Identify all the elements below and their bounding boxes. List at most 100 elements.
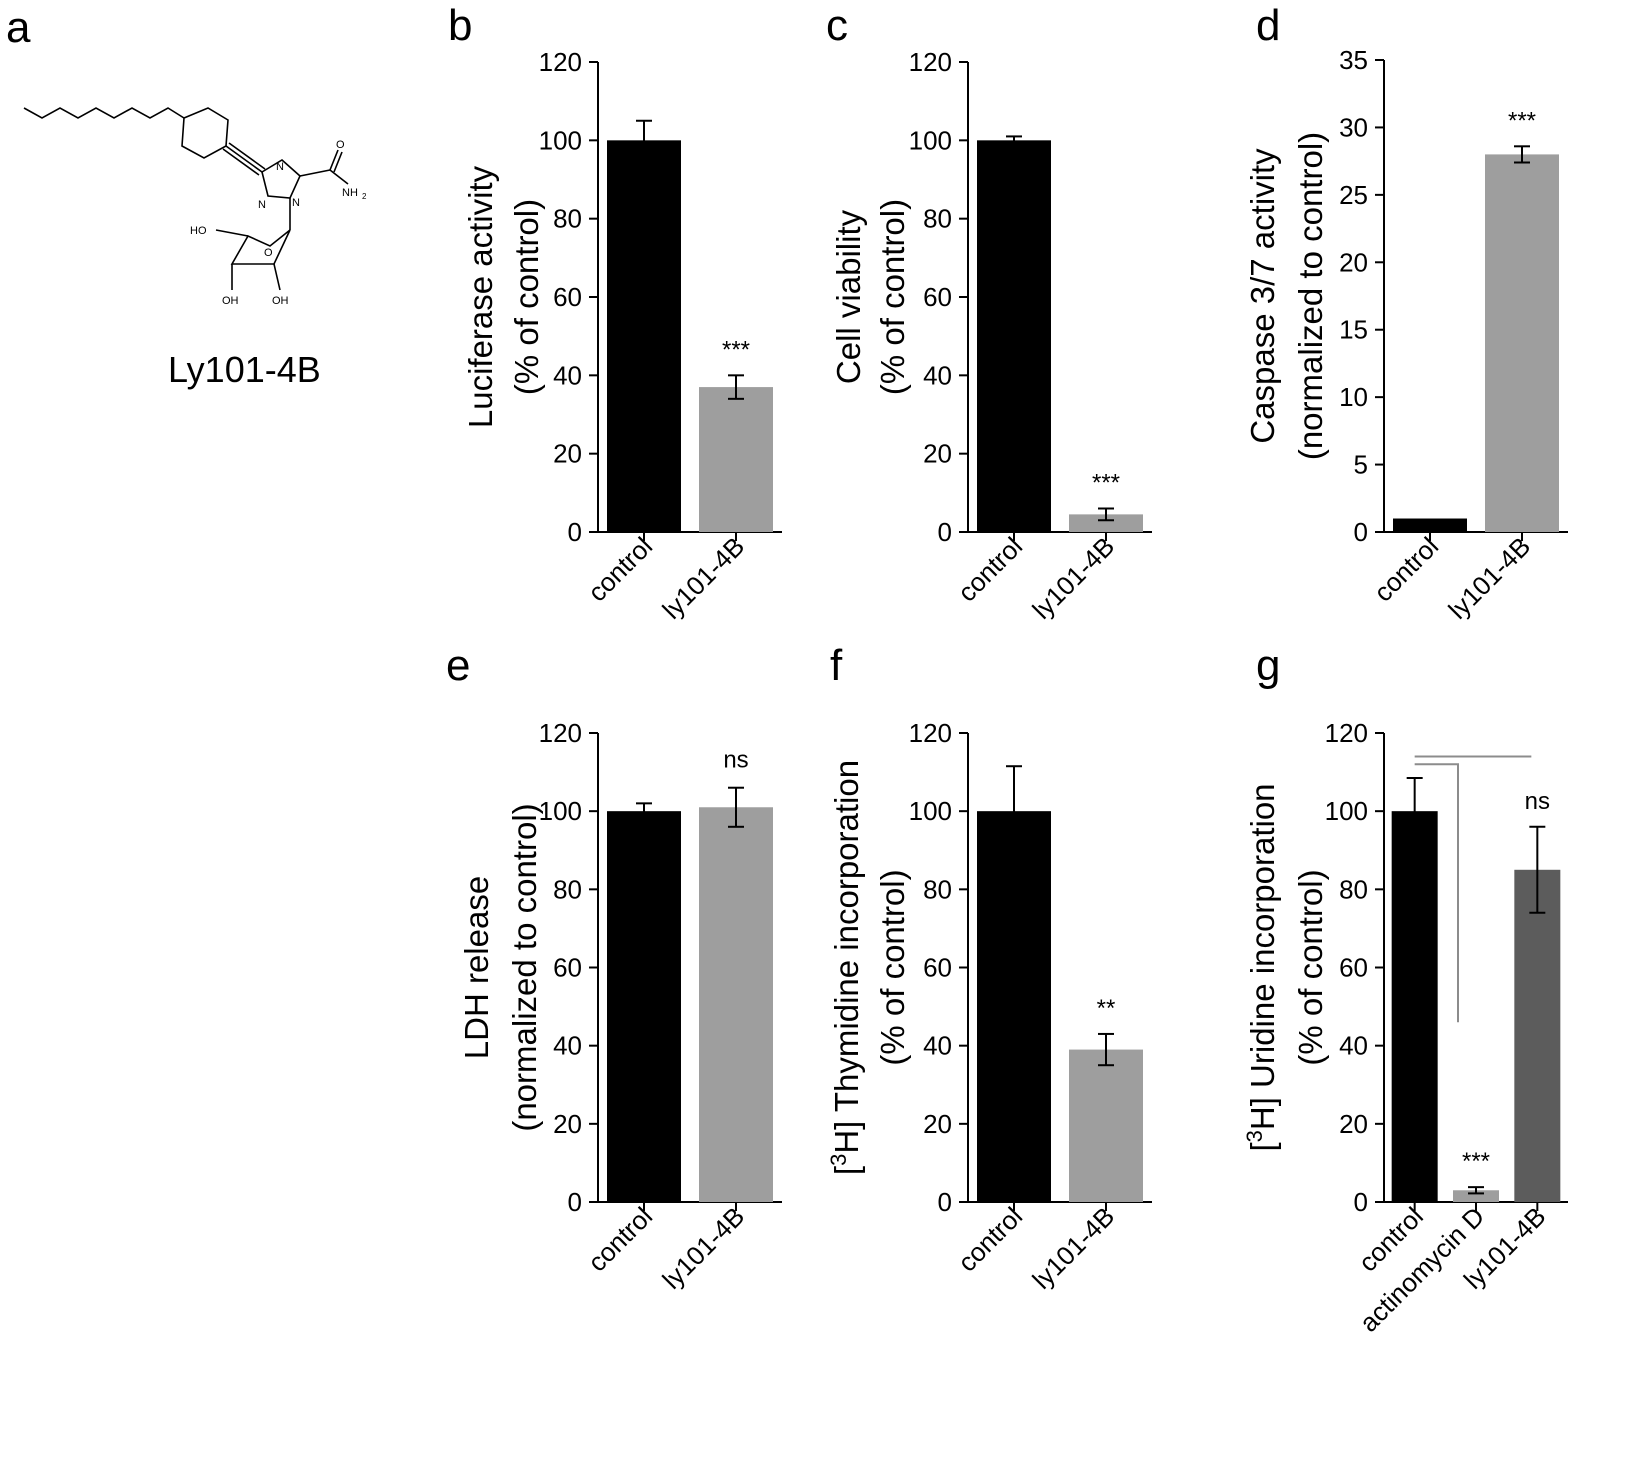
y-axis-label-line-1: Caspase 3/7 activity	[1244, 148, 1281, 444]
category-label: ly101-4B	[656, 531, 750, 625]
y-axis-label-line-1: [3H] Thymidine incorporation	[826, 760, 866, 1175]
y-tick-label: 100	[539, 125, 582, 155]
bar-control	[1393, 518, 1467, 532]
bar-control	[977, 140, 1051, 533]
y-tick-label: 120	[909, 718, 952, 748]
bar-control	[977, 811, 1051, 1202]
bar-ly101-4B	[1485, 154, 1559, 532]
y-tick-label: 80	[923, 874, 952, 904]
ylabel-bracket: [	[828, 1166, 865, 1175]
y-tick-label: 40	[923, 360, 952, 390]
panel-e-letter: e	[446, 641, 470, 690]
significance-label: ***	[1092, 470, 1120, 497]
category-label: control	[582, 1201, 658, 1277]
compound-name: Ly101-4B	[168, 349, 321, 390]
y-tick-label: 25	[1339, 180, 1368, 210]
atom-n2: N	[258, 199, 266, 211]
ylabel-superscript: 3	[1242, 1130, 1267, 1142]
y-axis-label-line-1: LDH release	[458, 876, 495, 1059]
comparison-line-actinomycin	[1414, 763, 1459, 1023]
y-axis-label-line-2: (% of control)	[874, 199, 911, 395]
category-label: ly101-4B	[1026, 1201, 1120, 1295]
y-tick-label: 20	[553, 1109, 582, 1139]
y-tick-label: 120	[909, 47, 952, 77]
y-tick-label: 40	[553, 1031, 582, 1061]
y-axis-label-line-2: (% of control)	[1292, 869, 1329, 1065]
y-tick-label: 60	[923, 953, 952, 983]
significance-label: **	[1097, 995, 1116, 1022]
y-tick-label: 60	[553, 282, 582, 312]
atom-n3: N	[292, 197, 300, 209]
category-label: control	[952, 531, 1028, 607]
ylabel-bracket: [	[1244, 1142, 1281, 1151]
y-tick-label: 100	[909, 796, 952, 826]
y-axis-label-line-2: (normalized to control)	[1292, 132, 1329, 460]
y-tick-label: 35	[1339, 45, 1368, 75]
ylabel-rest: H] Thymidine incorporation	[828, 760, 865, 1154]
significance-label: ***	[1462, 1148, 1490, 1175]
y-tick-label: 0	[1354, 517, 1368, 547]
atom-nh2: NH	[342, 187, 358, 199]
y-tick-label: 20	[553, 439, 582, 469]
atom-nh2-subscript: 2	[362, 192, 367, 201]
y-tick-label: 100	[539, 796, 582, 826]
y-tick-label: 60	[553, 953, 582, 983]
y-tick-label: 20	[923, 1109, 952, 1139]
y-tick-label: 60	[923, 282, 952, 312]
ylabel-superscript: 3	[826, 1154, 851, 1166]
category-label: control	[582, 531, 658, 607]
panel-a-letter: a	[6, 3, 31, 52]
y-tick-label: 80	[553, 874, 582, 904]
y-tick-label: 30	[1339, 112, 1368, 142]
category-label: control	[952, 1201, 1028, 1277]
significance-label: ns	[1525, 788, 1550, 815]
y-axis-label-line-1: Cell viability	[830, 209, 867, 384]
y-tick-label: 60	[1339, 953, 1368, 983]
y-tick-label: 80	[553, 204, 582, 234]
y-tick-label: 40	[553, 360, 582, 390]
y-tick-label: 20	[923, 439, 952, 469]
y-tick-label: 40	[923, 1031, 952, 1061]
panel-g-letter: g	[1256, 641, 1280, 690]
y-axis-label-line-1: Luciferase activity	[462, 165, 499, 428]
bar-ly101-4B	[699, 807, 773, 1202]
y-axis-label-line-2: (% of control)	[508, 199, 545, 395]
y-tick-label: 0	[938, 1187, 952, 1217]
y-tick-label: 120	[539, 47, 582, 77]
significance-label: ***	[722, 336, 750, 363]
category-label: control	[1368, 531, 1444, 607]
atom-o-amide: O	[336, 139, 345, 151]
y-tick-label: 0	[568, 1187, 582, 1217]
y-tick-label: 20	[1339, 247, 1368, 277]
bar-control	[607, 811, 681, 1202]
charts: b020406080100120controlly101-4B***Lucife…	[446, 1, 1568, 1338]
ylabel-rest: H] Uridine incorporation	[1244, 783, 1281, 1130]
y-tick-label: 5	[1354, 450, 1368, 480]
panel-a: a N N N O NH 2 HO O OH OH Ly101-4B	[6, 3, 367, 390]
panel-f-letter: f	[830, 641, 843, 690]
y-tick-label: 120	[1325, 718, 1368, 748]
y-tick-label: 15	[1339, 315, 1368, 345]
atom-ho: HO	[190, 225, 207, 237]
y-tick-label: 20	[1339, 1109, 1368, 1139]
y-tick-label: 100	[1325, 796, 1368, 826]
significance-label: ***	[1508, 107, 1536, 134]
y-tick-label: 120	[539, 718, 582, 748]
y-axis-label-line-2: (% of control)	[874, 869, 911, 1065]
y-tick-label: 0	[1354, 1187, 1368, 1217]
y-axis-label-line-2: (normalized to control)	[506, 803, 543, 1131]
bar-control	[1391, 811, 1438, 1202]
bar-actinomycin-D	[1453, 1190, 1499, 1202]
atom-o-ring: O	[264, 247, 273, 259]
bar-ly101-4B	[1069, 514, 1143, 532]
atom-oh2: OH	[272, 295, 289, 307]
atom-n1: N	[276, 161, 284, 173]
y-axis-label-line-1: [3H] Uridine incorporation	[1242, 783, 1282, 1151]
y-tick-label: 100	[909, 125, 952, 155]
bar-ly101-4B	[1514, 869, 1561, 1202]
